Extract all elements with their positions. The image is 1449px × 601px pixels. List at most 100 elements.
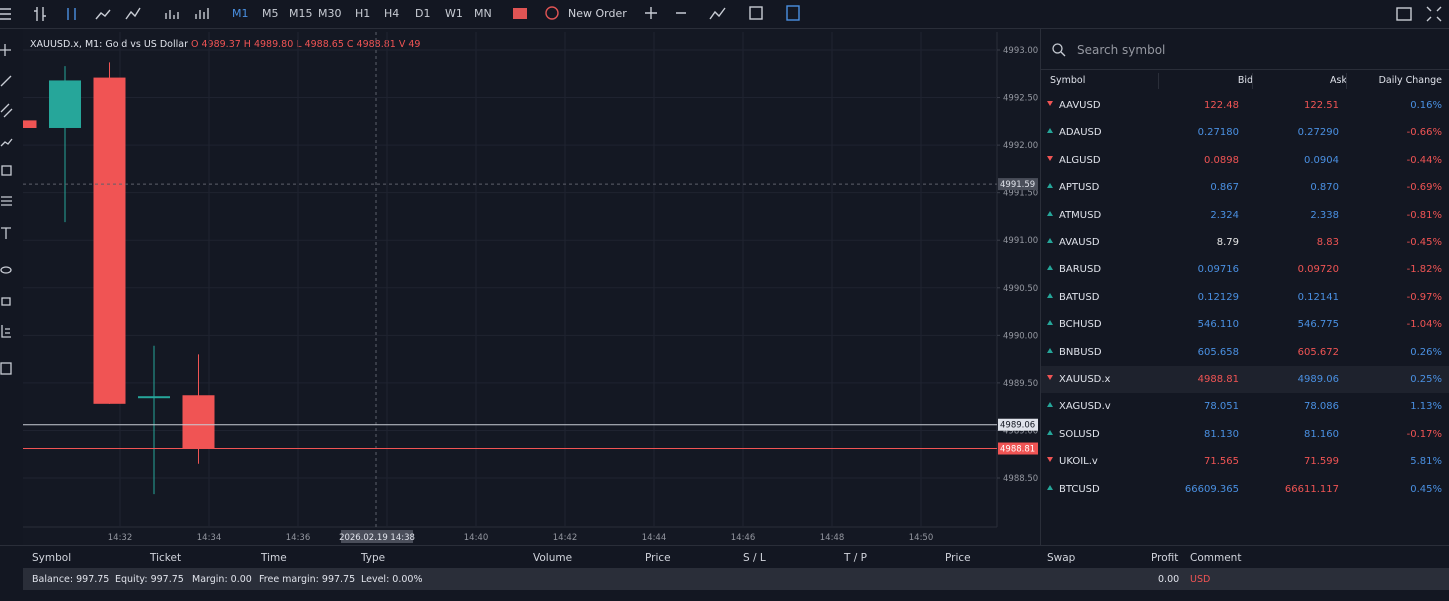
trend-arrow <box>1047 238 1053 243</box>
hist-icon[interactable] <box>165 10 179 19</box>
daily-change: -0.17% <box>1406 428 1442 440</box>
timeframe-button[interactable]: H1 <box>355 7 371 20</box>
column-header[interactable]: Type <box>361 552 386 564</box>
crosshair-price: 4991.59 <box>1000 180 1035 190</box>
timeframe-button[interactable]: D1 <box>415 7 431 20</box>
watchlist-row[interactable]: SOLUSD 81.130 81.160 -0.17% <box>1041 421 1449 448</box>
column-header[interactable]: Comment <box>1190 552 1242 564</box>
symbol: XAGUSD.v <box>1059 401 1111 413</box>
timeframe-button[interactable]: M15 <box>289 7 313 20</box>
camera-icon[interactable] <box>1396 7 1412 21</box>
trend-arrow <box>1047 292 1053 298</box>
column-header[interactable]: Symbol <box>32 552 72 564</box>
watchlist-row[interactable]: BNBUSD 605.658 605.672 0.26% <box>1041 339 1449 366</box>
daily-change: 5.81% <box>1410 456 1442 468</box>
drawing-tools[interactable] <box>0 44 13 375</box>
watchlist-row[interactable]: ATMUSD 2.324 2.338 -0.81% <box>1041 202 1449 229</box>
symbol: BATUSD <box>1059 291 1100 303</box>
bid: 66609.365 <box>1184 483 1239 495</box>
trend-arrow <box>1047 128 1053 134</box>
timeframe-button[interactable]: H4 <box>384 7 400 20</box>
volume-icon[interactable] <box>195 8 209 19</box>
y-tick-label: 4992.00 <box>1003 141 1038 151</box>
candle-body <box>23 120 37 128</box>
notes-icon[interactable] <box>786 5 800 21</box>
new-order-button[interactable]: New Order <box>568 7 627 20</box>
watchlist-row[interactable]: ALGUSD 0.0898 0.0904 -0.44% <box>1041 147 1449 174</box>
column-header[interactable]: Volume <box>533 552 573 564</box>
y-tick-label: 4989.50 <box>1003 379 1038 389</box>
zoom-icons[interactable] <box>645 7 686 19</box>
daily-change: -0.97% <box>1406 291 1442 303</box>
search-input[interactable]: Search symbol <box>1077 43 1166 57</box>
column-header[interactable]: Profit <box>1151 552 1179 564</box>
column-header[interactable]: Ticket <box>150 552 182 564</box>
watchlist-row[interactable]: AAVUSD 122.48 122.51 0.16% <box>1041 92 1449 119</box>
watchlist-row[interactable]: APTUSD 0.867 0.870 -0.69% <box>1041 174 1449 201</box>
ask: 66611.117 <box>1284 483 1339 495</box>
indicator-icon[interactable] <box>709 7 726 20</box>
candle-icon[interactable] <box>67 8 76 20</box>
fullscreen-icon[interactable] <box>1426 6 1442 22</box>
column-header[interactable]: Bid <box>1237 75 1253 86</box>
watchlist-row[interactable]: BTCUSD 66609.365 66611.117 0.45% <box>1041 476 1449 503</box>
timeframe-button[interactable]: M5 <box>262 7 279 20</box>
column-header[interactable]: Time <box>261 552 287 564</box>
menu-icon[interactable] <box>0 8 11 20</box>
trend-arrow <box>1047 402 1053 408</box>
watchlist-row[interactable]: UKOIL.v 71.565 71.599 5.81% <box>1041 448 1449 475</box>
timeframe-button[interactable]: W1 <box>445 7 463 20</box>
calendar-icon[interactable] <box>749 6 763 20</box>
ask: 8.83 <box>1316 237 1339 248</box>
column-separator <box>1158 73 1159 89</box>
bid: 0.09716 <box>1197 264 1239 276</box>
y-tick-label: 4990.00 <box>1003 331 1038 341</box>
x-tick-label: 14:50 <box>909 533 934 543</box>
summary-item: Balance: 997.75 <box>32 574 110 585</box>
timeframe-button[interactable]: M1 <box>232 7 249 20</box>
x-tick-label: 14:42 <box>553 533 578 543</box>
x-tick-label: 14:46 <box>731 533 756 543</box>
watchlist-row[interactable]: BARUSD 0.09716 0.09720 -1.82% <box>1041 256 1449 283</box>
trend-arrow <box>1047 155 1053 161</box>
watchlist-row[interactable]: AVAUSD 8.79 8.83 -0.45% <box>1041 229 1449 256</box>
column-header[interactable]: T / P <box>844 552 867 564</box>
ask: 71.599 <box>1304 456 1339 468</box>
screenshot-icon[interactable] <box>513 8 527 19</box>
bid: 8.79 <box>1216 237 1239 248</box>
column-header[interactable]: Price <box>645 552 671 564</box>
order-icon[interactable] <box>545 6 559 20</box>
area-icon[interactable] <box>95 9 111 20</box>
symbol: XAUUSD.x <box>1059 374 1111 385</box>
ask: 78.086 <box>1304 401 1339 413</box>
crosshair-price-tag <box>998 178 1038 191</box>
column-header[interactable]: Price <box>945 552 971 564</box>
column-header[interactable]: S / L <box>743 552 766 564</box>
y-tick-label: 4993.00 <box>1003 46 1038 56</box>
trend-arrow <box>1047 347 1053 353</box>
column-header[interactable]: Ask <box>1330 75 1347 86</box>
line-icon[interactable] <box>125 7 141 20</box>
column-header[interactable]: Daily Change <box>1378 75 1442 86</box>
currency: USD <box>1190 574 1211 585</box>
ask-line-tag <box>998 418 1038 431</box>
watchlist-row[interactable]: ADAUSD 0.27180 0.27290 -0.66% <box>1041 119 1449 146</box>
column-header[interactable]: Symbol <box>1050 75 1086 86</box>
watchlist-row[interactable]: XAGUSD.v 78.051 78.086 1.13% <box>1041 393 1449 420</box>
watchlist-row[interactable]: BCHUSD 546.110 546.775 -1.04% <box>1041 311 1449 338</box>
timeframe-button[interactable]: M30 <box>318 7 342 20</box>
timeframe-button[interactable]: MN <box>474 7 492 20</box>
column-header[interactable]: Swap <box>1047 552 1076 564</box>
watchlist-row[interactable]: BATUSD 0.12129 0.12141 -0.97% <box>1041 284 1449 311</box>
trend-arrow <box>1047 457 1053 463</box>
bar-icon[interactable] <box>34 7 46 21</box>
watchlist-row[interactable]: XAUUSD.x 4988.81 4989.06 0.25% <box>1041 366 1449 393</box>
ask: 4989.06 <box>1297 374 1339 385</box>
y-tick-label: 4991.00 <box>1003 236 1038 246</box>
bid: 81.130 <box>1204 428 1239 440</box>
candle-body <box>182 395 215 449</box>
daily-change: 0.45% <box>1410 483 1442 495</box>
watchlist-header: Symbol Bid Ask Daily Change <box>1041 70 1449 92</box>
symbol: BARUSD <box>1059 264 1102 276</box>
